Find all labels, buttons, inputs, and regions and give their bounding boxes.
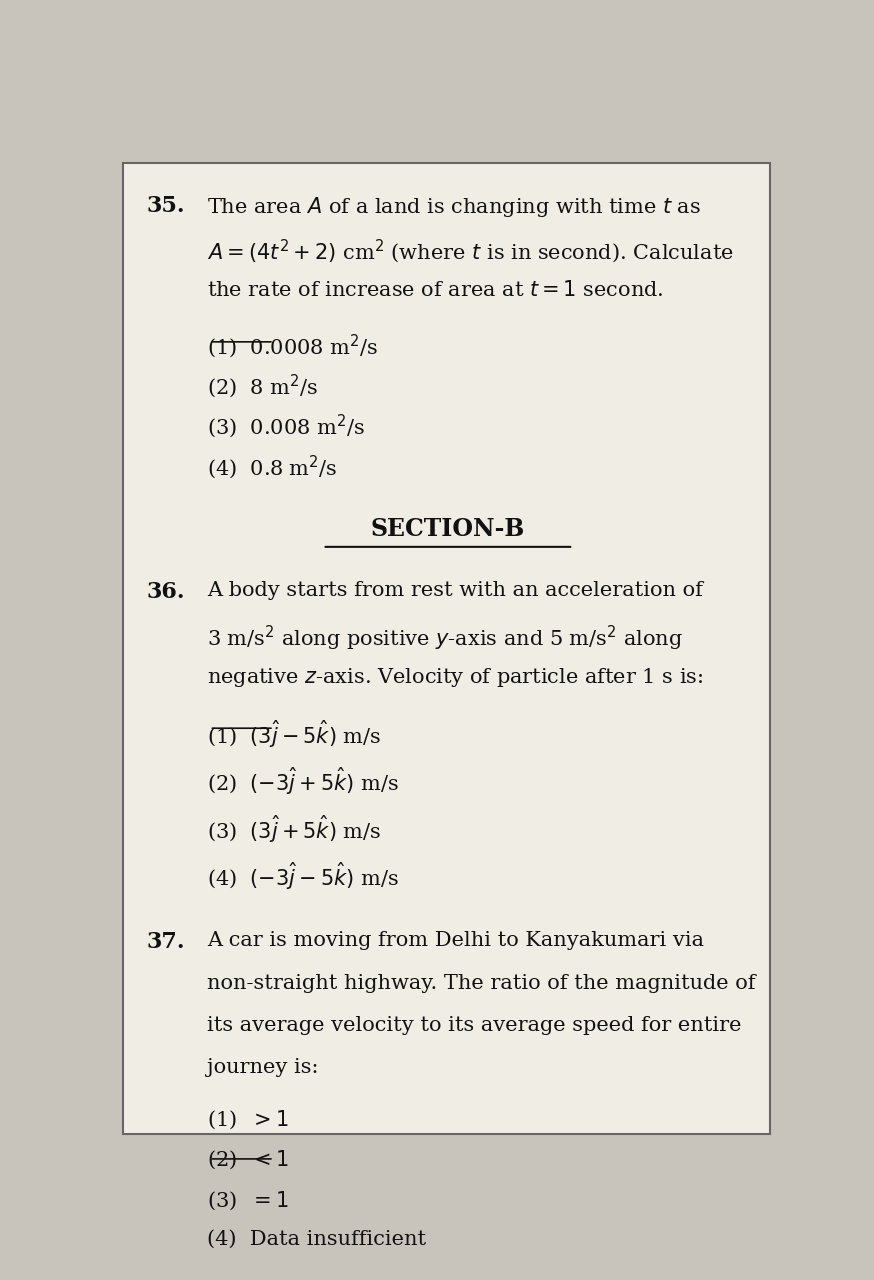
Text: 37.: 37. — [147, 932, 185, 954]
Text: (1)  $> 1$: (1) $> 1$ — [207, 1108, 289, 1132]
Text: its average velocity to its average speed for entire: its average velocity to its average spee… — [207, 1016, 742, 1036]
Text: (4)  0.8 m$^2$/s: (4) 0.8 m$^2$/s — [207, 453, 338, 481]
Text: (1)  $(3\hat{j} - 5\hat{k})$ m/s: (1) $(3\hat{j} - 5\hat{k})$ m/s — [207, 718, 382, 750]
Text: 3 m/s$^2$ along positive $y$-axis and 5 m/s$^2$ along: 3 m/s$^2$ along positive $y$-axis and 5 … — [207, 623, 683, 653]
Text: 35.: 35. — [147, 195, 185, 218]
Text: (2)  $< 1$: (2) $< 1$ — [207, 1149, 289, 1171]
Text: the rate of increase of area at $t = 1$ second.: the rate of increase of area at $t = 1$ … — [207, 280, 664, 300]
Text: A car is moving from Delhi to Kanyakumari via: A car is moving from Delhi to Kanyakumar… — [207, 932, 704, 950]
Text: (2)  $(-3\hat{j} + 5\hat{k})$ m/s: (2) $(-3\hat{j} + 5\hat{k})$ m/s — [207, 765, 399, 797]
Text: (2)  8 m$^2$/s: (2) 8 m$^2$/s — [207, 372, 319, 401]
Text: The area $A$ of a land is changing with time $t$ as: The area $A$ of a land is changing with … — [207, 195, 702, 219]
Text: $A = (4t^2 + 2)$ cm$^2$ (where $t$ is in second). Calculate: $A = (4t^2 + 2)$ cm$^2$ (where $t$ is in… — [207, 237, 734, 265]
Text: A body starts from rest with an acceleration of: A body starts from rest with an accelera… — [207, 581, 704, 600]
Text: (3)  $= 1$: (3) $= 1$ — [207, 1189, 289, 1212]
Text: non-straight highway. The ratio of the magnitude of: non-straight highway. The ratio of the m… — [207, 974, 756, 992]
Text: (4)  Data insufficient: (4) Data insufficient — [207, 1230, 427, 1249]
Text: journey is:: journey is: — [207, 1059, 319, 1078]
Text: (3)  0.008 m$^2$/s: (3) 0.008 m$^2$/s — [207, 413, 365, 440]
Text: 36.: 36. — [147, 581, 185, 603]
Text: negative $z$-axis. Velocity of particle after 1 s is:: negative $z$-axis. Velocity of particle … — [207, 666, 704, 689]
Text: (4)  $(-3\hat{j} - 5\hat{k})$ m/s: (4) $(-3\hat{j} - 5\hat{k})$ m/s — [207, 860, 399, 892]
FancyBboxPatch shape — [122, 164, 770, 1134]
Text: SECTION-B: SECTION-B — [371, 517, 525, 541]
Text: (3)  $(3\hat{j} + 5\hat{k})$ m/s: (3) $(3\hat{j} + 5\hat{k})$ m/s — [207, 813, 382, 845]
Text: (1)  0.0008 m$^2$/s: (1) 0.0008 m$^2$/s — [207, 332, 378, 360]
